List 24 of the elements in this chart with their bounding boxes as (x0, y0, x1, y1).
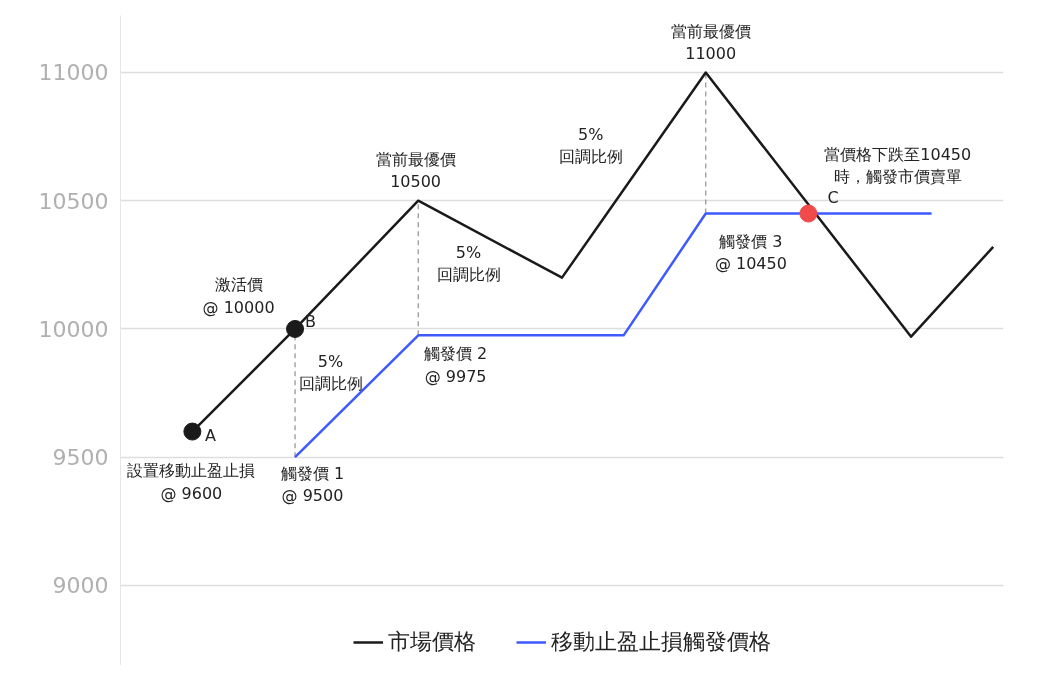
annotation: 觸發價 2 @ 9975 (424, 344, 488, 387)
point (183, 422, 202, 441)
annotation: 激活價 @ 10000 (202, 274, 275, 317)
annotation: 當前最優價 11000 (670, 21, 751, 64)
legend-label: 移動止盈止損觸發價格 (550, 628, 771, 656)
point (799, 204, 818, 223)
annotation: 設置移動止盈止損 @ 9600 (127, 461, 256, 504)
annotation: A (204, 425, 216, 445)
y-tick-label: 10000 (38, 316, 109, 342)
annotation: 當價格下跌至10450 時，觸發市價賣單 (824, 144, 972, 187)
y-tick-label: 9000 (52, 573, 109, 599)
y-tick-label: 11000 (38, 60, 109, 86)
annotation: 5% 回調比例 (436, 242, 501, 285)
legend-label: 市場價格 (387, 628, 476, 656)
annotation: C (827, 187, 839, 207)
annotation: 5% 回調比例 (558, 124, 623, 167)
annotation: 觸發價 3 @ 10450 (714, 231, 787, 274)
annotation: 觸發價 1 @ 9500 (280, 463, 345, 506)
annotation: 當前最優價 10500 (375, 149, 456, 192)
y-tick-label: 10500 (38, 188, 109, 214)
y-tick-label: 9500 (52, 445, 109, 471)
annotation: B (304, 311, 316, 331)
point (286, 319, 305, 338)
annotation: 5% 回調比例 (298, 351, 363, 394)
